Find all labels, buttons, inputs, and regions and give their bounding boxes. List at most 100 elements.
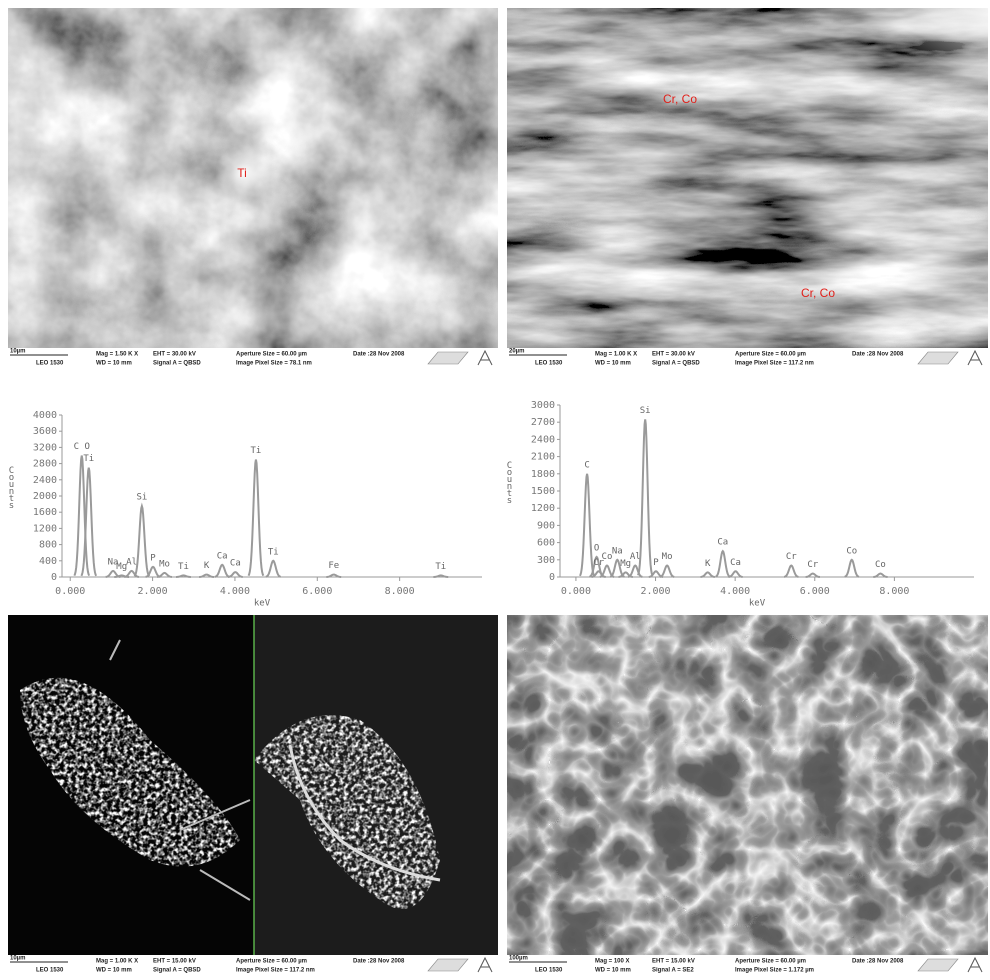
eht: EHT = 15.00 kV bbox=[153, 959, 196, 965]
pixel-size: Image Pixel Size = 117.2 nm bbox=[236, 968, 315, 974]
micrograph bbox=[8, 615, 498, 955]
y-tick-label: 1500 bbox=[531, 486, 555, 497]
peak-label: Co bbox=[875, 560, 886, 570]
x-tick-label: 4.000 bbox=[720, 586, 750, 597]
peak-label: P bbox=[653, 558, 659, 568]
bright-corner bbox=[820, 8, 988, 128]
peak bbox=[215, 565, 230, 577]
y-tick-label: 1200 bbox=[531, 503, 555, 514]
date: Date :28 Nov 2008 bbox=[852, 352, 904, 358]
sem-image bbox=[507, 615, 988, 955]
date: Date :28 Nov 2008 bbox=[353, 352, 405, 358]
peak-label: Ca bbox=[730, 558, 741, 568]
y-tick-label: 1800 bbox=[531, 469, 555, 480]
peak-label: Ti bbox=[268, 547, 279, 557]
peak bbox=[580, 474, 594, 576]
aperture: Aperture Size = 60.00 µm bbox=[236, 959, 307, 965]
instrument: LEO 1530 bbox=[535, 968, 563, 974]
peak bbox=[784, 566, 798, 577]
x-tick-label: 4.000 bbox=[220, 586, 250, 597]
scale-label: 100µm bbox=[509, 956, 528, 962]
peak-label: Si bbox=[640, 406, 651, 416]
magnification: Mag = 100 X bbox=[595, 959, 630, 965]
y-tick-label: 2400 bbox=[33, 475, 57, 486]
peak-label: Ca bbox=[717, 538, 728, 548]
magnification: Mag = 1.00 K X bbox=[96, 959, 138, 965]
figure: Ti 10µm LEO 1530 Mag = 1.50 K X WD = 10 mm EH… bbox=[0, 0, 990, 980]
peak-label: C bbox=[584, 460, 589, 470]
y-tick-label: 1200 bbox=[33, 523, 57, 534]
x-tick-label: 0.000 bbox=[561, 586, 591, 597]
y-tick-label: 4000 bbox=[33, 410, 57, 421]
y-tick-label: 300 bbox=[537, 555, 555, 566]
peak-label: Cr bbox=[807, 560, 818, 570]
peak-label: Co bbox=[846, 546, 857, 556]
eht: EHT = 30.00 kV bbox=[652, 352, 695, 358]
page: {"micrographs":[ {"labels":["Ti"],"info"… bbox=[0, 0, 990, 980]
pixel-size: Image Pixel Size = 78.1 nm bbox=[236, 361, 312, 367]
y-tick-label: 0 bbox=[549, 572, 555, 583]
working-distance: WD = 10 mm bbox=[96, 361, 132, 367]
x-tick-label: 0.000 bbox=[55, 586, 85, 597]
x-axis-label: keV bbox=[749, 599, 766, 609]
y-tick-label: 400 bbox=[39, 556, 57, 567]
peak-label: Mo bbox=[662, 552, 673, 562]
signal: Signal A = QBSD bbox=[652, 361, 700, 367]
peak-label: Ti bbox=[435, 562, 446, 572]
peak bbox=[806, 574, 820, 577]
scale-label: 20µm bbox=[509, 349, 524, 355]
y-tick-label: 1600 bbox=[33, 507, 57, 518]
x-tick-label: 2.000 bbox=[640, 586, 670, 597]
signal: Signal A = SE2 bbox=[652, 968, 694, 974]
peak-label: Co bbox=[602, 552, 613, 562]
instrument: LEO 1530 bbox=[36, 968, 64, 974]
date: Date :28 Nov 2008 bbox=[353, 959, 405, 965]
element-label: Cr, Co bbox=[663, 92, 697, 106]
peak-label: O bbox=[594, 543, 599, 553]
y-tick-label: 2400 bbox=[531, 434, 555, 445]
peak-label: P bbox=[150, 553, 156, 563]
peak bbox=[701, 572, 715, 577]
y-tick-label: 3600 bbox=[33, 426, 57, 437]
peak bbox=[638, 419, 652, 575]
peak bbox=[157, 573, 172, 577]
magnification: Mag = 1.50 K X bbox=[96, 352, 138, 358]
peak bbox=[249, 460, 264, 576]
peak-label: Al bbox=[126, 557, 137, 567]
working-distance: WD = 10 mm bbox=[96, 968, 132, 974]
peak-label: Ca bbox=[230, 559, 241, 569]
pixel-size: Image Pixel Size = 1.172 µm bbox=[735, 968, 814, 974]
y-tick-label: 2800 bbox=[33, 459, 57, 470]
x-tick-label: 6.000 bbox=[800, 586, 830, 597]
x-tick-label: 6.000 bbox=[302, 586, 332, 597]
peak-label: Na bbox=[612, 546, 623, 556]
scale-label: 10µm bbox=[10, 349, 25, 355]
y-tick-label: 3000 bbox=[531, 400, 555, 411]
peak bbox=[660, 566, 674, 577]
x-tick-label: 8.000 bbox=[385, 586, 415, 597]
peak bbox=[228, 572, 243, 577]
date: Date :28 Nov 2008 bbox=[852, 959, 904, 965]
peak-label: Ti bbox=[178, 562, 189, 572]
peak-label: Fe bbox=[328, 561, 339, 571]
y-tick-label: 600 bbox=[537, 538, 555, 549]
peak bbox=[716, 551, 730, 577]
y-tick-label: 2000 bbox=[33, 491, 57, 502]
peak-label: Si bbox=[136, 493, 147, 503]
scale-label: 10µm bbox=[10, 956, 25, 962]
y-tick-label: 2100 bbox=[531, 452, 555, 463]
x-axis-label: keV bbox=[254, 599, 271, 609]
peak bbox=[728, 571, 742, 577]
peak bbox=[845, 560, 859, 577]
peak bbox=[266, 561, 281, 577]
working-distance: WD = 10 mm bbox=[595, 361, 631, 367]
working-distance: WD = 10 mm bbox=[595, 968, 631, 974]
aperture: Aperture Size = 60.00 µm bbox=[236, 352, 307, 358]
instrument: LEO 1530 bbox=[36, 361, 64, 367]
peak-label: K bbox=[705, 559, 711, 569]
x-tick-label: 2.000 bbox=[138, 586, 168, 597]
peak-label: Ti bbox=[251, 446, 262, 456]
instrument: LEO 1530 bbox=[535, 361, 563, 367]
y-axis-label: Counts bbox=[7, 466, 17, 508]
peak-label: Cr bbox=[786, 552, 797, 562]
